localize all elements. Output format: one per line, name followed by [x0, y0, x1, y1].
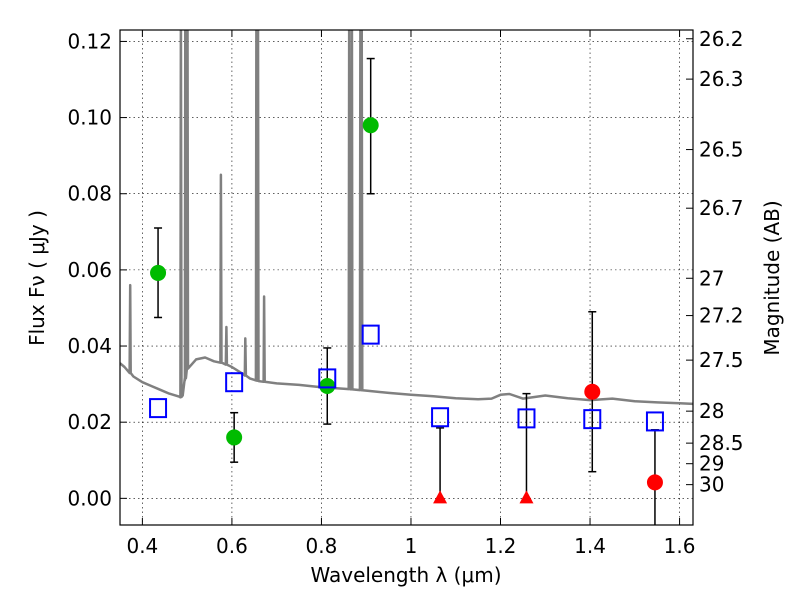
x-axis-title: Wavelength λ (μm) [310, 563, 501, 587]
data-point-square [431, 407, 450, 428]
y2-axis-title: Magnitude (AB) [760, 200, 784, 355]
mag-tick-label: 26.2 [699, 27, 744, 51]
mag-tick-label: 26.5 [699, 138, 744, 162]
tick-labels: 0.4 0.6 0.8 1 1.2 1.4 1.6 0.00 0.02 0.04 0.06 0.08 0… [67, 27, 743, 558]
y-tick-label: 0.00 [67, 486, 112, 510]
data-point-circle [319, 378, 336, 395]
x-tick-label: 0.6 [216, 534, 248, 558]
plot-frame [119, 29, 694, 526]
y-tick-label: 0.02 [67, 410, 112, 434]
y-tick-label: 0.04 [67, 334, 112, 358]
data-point-square [583, 409, 602, 430]
y-tick-label: 0.10 [67, 106, 112, 130]
data-point-square [318, 368, 337, 389]
y-tick-label: 0.08 [67, 182, 112, 206]
x-tick-label: 0.4 [126, 534, 158, 558]
data-point-circle [150, 264, 167, 281]
x-tick-label: 1.2 [485, 534, 517, 558]
mag-tick-label: 29 [699, 452, 724, 476]
data-point-square [645, 411, 664, 432]
data-point-triangle [433, 490, 448, 504]
y-axis-title: Flux Fν ( μJy ) [25, 210, 49, 346]
x-tick-label: 1 [405, 534, 418, 558]
data-point-square [149, 398, 168, 419]
mag-tick-label: 27 [699, 266, 724, 290]
spectrum-line [120, 30, 693, 406]
data-point-square [361, 324, 380, 345]
x-tick-label: 1.6 [664, 534, 696, 558]
grid [120, 30, 693, 525]
mag-tick-label: 30 [699, 473, 724, 497]
x-tick-label: 0.8 [306, 534, 338, 558]
mag-tick-label: 28.5 [699, 431, 744, 455]
mag-tick-label: 28 [699, 399, 724, 423]
data-marks [149, 57, 664, 525]
data-point-square [225, 372, 244, 393]
y-tick-label: 0.06 [67, 258, 112, 282]
data-point-circle [584, 383, 601, 400]
data-point-circle [362, 117, 379, 134]
mag-tick-label: 26.7 [699, 196, 744, 220]
plot-background [120, 30, 693, 525]
x-tick-label: 1.4 [574, 534, 606, 558]
y-tick-label: 0.12 [67, 29, 112, 53]
axis-ticks [120, 30, 693, 525]
data-point-square [517, 408, 536, 429]
data-point-circle [226, 429, 243, 446]
mag-tick-label: 27.2 [699, 304, 744, 328]
data-point-circle [646, 474, 663, 491]
mag-tick-label: 27.5 [699, 348, 744, 372]
model-spectrum [120, 30, 693, 406]
mag-tick-label: 26.3 [699, 67, 744, 91]
data-point-triangle [519, 490, 534, 504]
